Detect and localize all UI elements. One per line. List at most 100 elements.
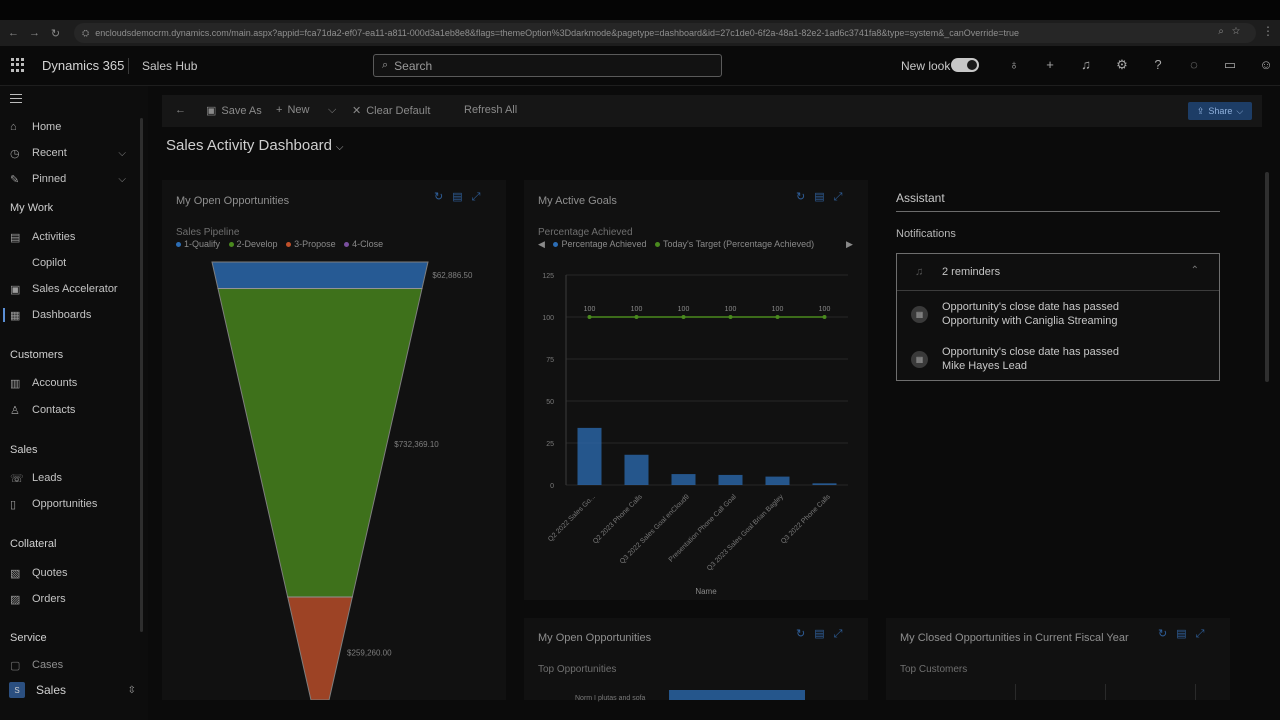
sidebar-item-orders[interactable]: ▨ Orders [0, 588, 144, 610]
sidebar-item-contacts[interactable]: ♙ Contacts [0, 399, 144, 421]
percentage-achieved-subtitle: Percentage Achieved [538, 227, 633, 238]
share-button[interactable]: ⇪ Share ⌵ [1188, 102, 1252, 120]
gear-icon[interactable]: ⚙ [1116, 57, 1128, 72]
top-opportunity-bar[interactable] [669, 690, 805, 700]
brand-name[interactable]: Dynamics 365 [42, 58, 125, 73]
reminders-header[interactable]: ♫ 2 reminders ⌃ [897, 254, 1219, 291]
goal-bar[interactable] [718, 474, 743, 485]
hamburger-icon[interactable] [10, 94, 22, 106]
legend-prev-icon[interactable]: ◀ [538, 239, 545, 249]
goal-bar[interactable] [812, 483, 837, 485]
new-look-toggle[interactable] [951, 58, 979, 72]
app-name[interactable]: Sales Hub [142, 59, 198, 73]
sidebar-item-recent[interactable]: ◷ Recent ⌵ [0, 142, 144, 164]
lightbulb-icon[interactable]: ♁ [1009, 57, 1019, 72]
records-icon[interactable]: ▤ [814, 628, 834, 640]
expand-icon[interactable]: ⤢ [1195, 628, 1214, 640]
target-point [587, 315, 592, 319]
zoom-icon[interactable]: ⌕☆ [1218, 26, 1248, 37]
refresh-icon[interactable]: ↻ [434, 191, 453, 203]
sidebar-item-quotes[interactable]: ▧ Quotes [0, 562, 144, 584]
area-switcher[interactable]: S Sales ⇳ [4, 678, 144, 702]
active-goals-panel [524, 180, 868, 600]
sidebar-item-leads[interactable]: ☏ Leads [0, 467, 144, 489]
expand-icon[interactable]: ⤢ [471, 191, 490, 203]
reminder-item[interactable]: ▦ Opportunity's close date has passed Op… [897, 294, 1219, 336]
sidebar-item-copilot[interactable]: Copilot [0, 252, 144, 274]
sidebar-item-activities[interactable]: ▤ Activities [0, 226, 144, 248]
plus-icon[interactable]: + [1046, 57, 1054, 72]
sidebar-item-dashboards[interactable]: ▦ Dashboards [0, 304, 144, 326]
records-icon[interactable]: ▤ [452, 191, 472, 203]
goal-bar[interactable] [577, 427, 602, 485]
records-icon[interactable]: ▤ [814, 191, 834, 203]
sidebar-item-cases[interactable]: ▢ Cases [0, 658, 144, 672]
help-icon[interactable]: ? [1154, 57, 1162, 72]
back-arrow-icon[interactable]: ← [175, 104, 186, 116]
legend-label: 1-Qualify [184, 239, 221, 249]
reminder-item[interactable]: ▦ Opportunity's close date has passed Mi… [897, 339, 1219, 381]
legend-label: 2-Develop [236, 239, 278, 249]
chat-icon[interactable]: ▭ [1223, 57, 1237, 72]
dashboard-title[interactable]: Sales Activity Dashboard ⌵ [166, 137, 344, 154]
sidebar-item-accounts[interactable]: ▥ Accounts [0, 372, 144, 394]
main-scrollbar[interactable] [1265, 172, 1269, 382]
sidebar-item-sales-accelerator[interactable]: ▣ Sales Accelerator [0, 278, 144, 300]
closed-opportunities-panel [886, 618, 1230, 700]
bell-icon[interactable]: ♫ [1081, 57, 1091, 72]
address-bar[interactable]: ⛭ encloudsdemocrm.dynamics.com/main.aspx… [74, 23, 1256, 43]
new-label: New [287, 104, 310, 116]
goal-bar[interactable] [765, 476, 790, 485]
records-icon[interactable]: ▤ [1176, 628, 1196, 640]
forward-icon[interactable]: → [29, 27, 40, 39]
home-icon: ⌂ [10, 121, 17, 133]
sidebar-item-opportunities[interactable]: ▯ Opportunities [0, 493, 144, 515]
browser-menu-icon[interactable]: ⋮ [1262, 24, 1274, 38]
y-tick-label: 100 [542, 315, 554, 322]
new-dropdown-chevron-icon[interactable]: ⌵ [328, 104, 337, 116]
expand-icon[interactable]: ⤢ [833, 628, 852, 640]
expand-icon[interactable]: ⤢ [833, 191, 852, 203]
building-icon: ▥ [10, 377, 21, 390]
site-info-icon[interactable]: ⛭ [82, 27, 90, 38]
target-point [634, 315, 639, 319]
sidebar-group-customers: Customers [10, 349, 64, 361]
refresh-icon[interactable]: ↻ [796, 628, 815, 640]
y-tick-label: 75 [546, 357, 554, 364]
sidebar-item-pinned[interactable]: ✎ Pinned ⌵ [0, 168, 144, 190]
refresh-all-button[interactable]: Refresh All [464, 104, 517, 116]
dashboard-icon: ▦ [10, 309, 21, 322]
app-launcher-icon[interactable] [11, 58, 25, 72]
open-opportunities-title: My Open Opportunities [176, 195, 290, 207]
copilot-icon[interactable]: ◌ [1190, 57, 1198, 72]
reload-icon[interactable]: ↻ [50, 27, 61, 40]
reminder-subject: Opportunity with Caniglia Streaming [942, 315, 1118, 327]
goal-bar[interactable] [624, 454, 649, 485]
sidebar-scrollbar[interactable] [140, 118, 143, 632]
clear-default-button[interactable]: ✕ Clear Default [352, 104, 430, 117]
share-icon: ⇪ [1196, 105, 1205, 116]
funnel-segment[interactable] [217, 287, 423, 598]
funnel-segment[interactable] [211, 261, 429, 289]
new-button[interactable]: + New [276, 104, 309, 116]
goal-bar[interactable] [671, 474, 696, 485]
refresh-icon[interactable]: ↻ [796, 191, 815, 203]
back-icon[interactable]: ← [8, 27, 19, 39]
chevron-up-icon[interactable]: ⌃ [1190, 265, 1199, 276]
order-icon: ▨ [10, 593, 21, 606]
reminders-card: ♫ 2 reminders ⌃ ▦ Opportunity's close da… [896, 253, 1220, 381]
legend-next-icon[interactable]: ▶ [846, 239, 853, 249]
funnel-segment[interactable] [287, 596, 353, 700]
person-icon[interactable]: ☺ [1259, 57, 1273, 72]
search-input[interactable]: ⌕ Search [373, 54, 722, 77]
refresh-icon[interactable]: ↻ [1158, 628, 1177, 640]
chart-tools: ↻▤⤢ [434, 190, 489, 204]
chevron-down-icon[interactable]: ⌵ [118, 173, 126, 185]
header-divider [128, 58, 129, 74]
sidebar-item-home[interactable]: ⌂ Home [0, 116, 144, 138]
gridline [1105, 684, 1106, 700]
reminders-count: 2 reminders [942, 266, 1001, 278]
chevron-down-icon[interactable]: ⌵ [118, 147, 126, 159]
save-as-button[interactable]: ▣ Save As [206, 104, 262, 117]
target-point [681, 315, 686, 319]
